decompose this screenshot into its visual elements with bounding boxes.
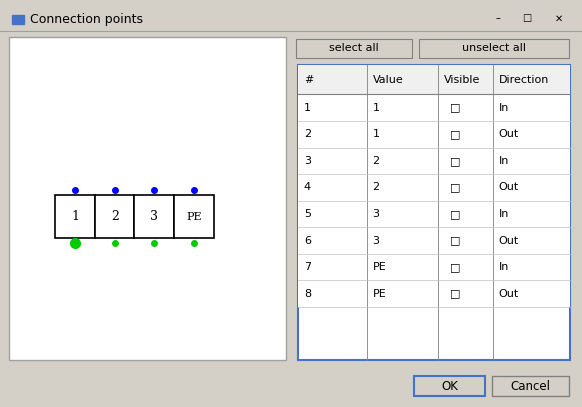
Text: □: □ (450, 156, 460, 166)
FancyBboxPatch shape (419, 39, 569, 58)
Text: 1: 1 (304, 103, 311, 113)
Text: Value: Value (372, 75, 403, 85)
FancyBboxPatch shape (298, 65, 570, 94)
Text: 6: 6 (304, 236, 311, 245)
FancyBboxPatch shape (298, 121, 570, 148)
Text: –: – (495, 13, 500, 23)
Text: 7: 7 (304, 262, 311, 272)
FancyBboxPatch shape (298, 254, 570, 280)
Text: PE: PE (186, 212, 201, 222)
Text: In: In (499, 209, 509, 219)
Text: Out: Out (499, 289, 519, 299)
Text: PE: PE (372, 289, 386, 299)
FancyBboxPatch shape (296, 39, 412, 58)
FancyBboxPatch shape (95, 195, 134, 238)
Text: Out: Out (499, 129, 519, 139)
FancyBboxPatch shape (298, 228, 570, 254)
Text: 4: 4 (304, 182, 311, 193)
Text: OK: OK (442, 380, 458, 393)
Text: 2: 2 (372, 182, 379, 193)
FancyBboxPatch shape (298, 94, 570, 121)
Text: □: □ (450, 209, 460, 219)
FancyBboxPatch shape (298, 65, 570, 360)
Text: □: □ (450, 262, 460, 272)
Text: 5: 5 (304, 209, 311, 219)
FancyBboxPatch shape (298, 148, 570, 174)
Text: □: □ (450, 289, 460, 299)
Text: Out: Out (499, 182, 519, 193)
Text: 8: 8 (304, 289, 311, 299)
Text: 3: 3 (372, 236, 379, 245)
Text: In: In (499, 156, 509, 166)
FancyBboxPatch shape (9, 37, 286, 360)
Text: Visible: Visible (443, 75, 480, 85)
FancyBboxPatch shape (12, 15, 24, 24)
Text: ✕: ✕ (555, 13, 563, 23)
Text: Direction: Direction (499, 75, 549, 85)
Text: 3: 3 (150, 210, 158, 223)
FancyBboxPatch shape (55, 195, 95, 238)
Text: select all: select all (329, 44, 379, 53)
FancyBboxPatch shape (174, 195, 214, 238)
Text: 2: 2 (372, 156, 379, 166)
Text: 3: 3 (372, 209, 379, 219)
Text: Connection points: Connection points (30, 13, 143, 26)
Text: 1: 1 (372, 129, 379, 139)
Text: □: □ (450, 236, 460, 245)
Text: unselect all: unselect all (462, 44, 526, 53)
FancyBboxPatch shape (134, 195, 174, 238)
FancyBboxPatch shape (298, 174, 570, 201)
Text: 1: 1 (372, 103, 379, 113)
Text: 1: 1 (71, 210, 79, 223)
Text: 2: 2 (304, 129, 311, 139)
FancyBboxPatch shape (492, 376, 569, 396)
Text: 3: 3 (304, 156, 311, 166)
Text: □: □ (450, 129, 460, 139)
Text: #: # (304, 75, 313, 85)
Text: In: In (499, 262, 509, 272)
FancyBboxPatch shape (298, 280, 570, 307)
FancyBboxPatch shape (298, 201, 570, 228)
Text: Out: Out (499, 236, 519, 245)
Text: □: □ (450, 182, 460, 193)
Text: PE: PE (372, 262, 386, 272)
Text: □: □ (450, 103, 460, 113)
Text: 2: 2 (111, 210, 119, 223)
Text: Cancel: Cancel (511, 380, 551, 393)
FancyBboxPatch shape (414, 376, 485, 396)
Text: In: In (499, 103, 509, 113)
Text: □: □ (522, 13, 531, 23)
